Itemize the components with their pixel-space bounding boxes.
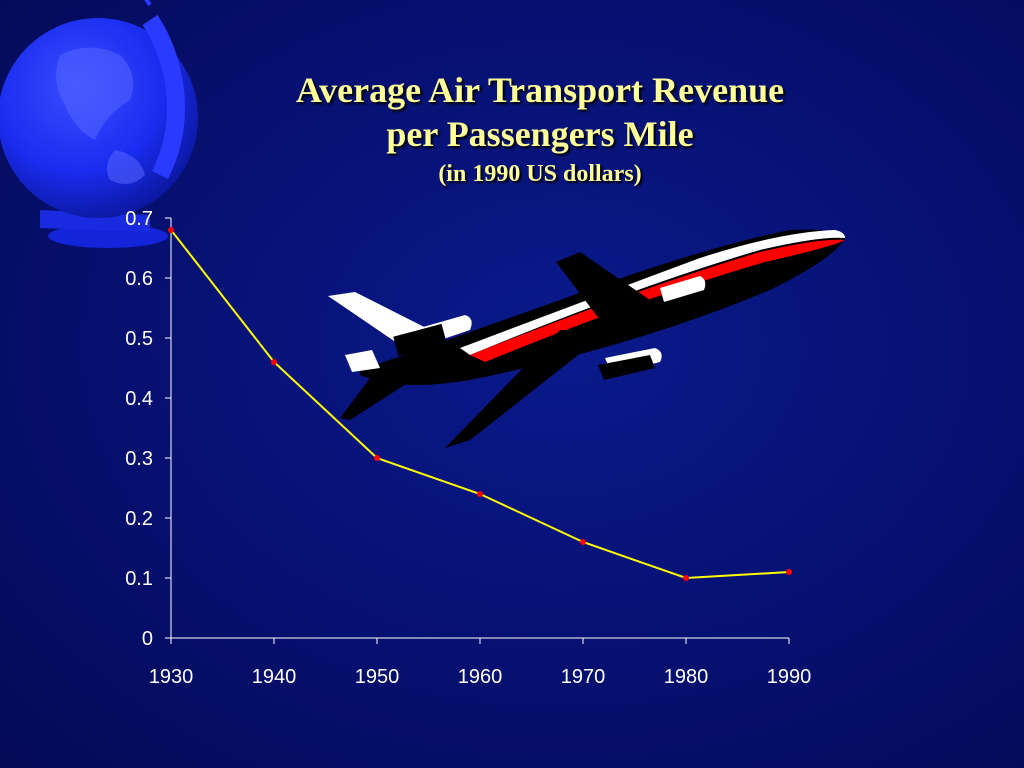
x-tick-label: 1950 xyxy=(355,666,400,688)
y-tick-label: 0.6 xyxy=(125,268,153,290)
data-point xyxy=(683,575,689,581)
series-line xyxy=(170,229,790,580)
chart-subtitle: (in 1990 US dollars) xyxy=(438,161,642,187)
y-tick-label: 0 xyxy=(142,628,153,650)
y-tick-label: 0.5 xyxy=(125,328,153,350)
x-tick-label: 1960 xyxy=(458,666,503,688)
airplane-icon xyxy=(328,229,845,448)
x-axis: 1930 1940 1950 1960 1970 1980 1990 xyxy=(149,637,812,688)
x-tick-label: 1930 xyxy=(149,666,194,688)
globe-icon xyxy=(0,0,198,248)
y-tick-label: 0.3 xyxy=(125,448,153,470)
x-tick-label: 1940 xyxy=(252,666,297,688)
x-tick-label: 1990 xyxy=(767,666,812,688)
data-point xyxy=(786,569,792,575)
chart-title-line2: per Passengers Mile xyxy=(386,114,694,154)
y-tick-label: 0.4 xyxy=(125,388,153,410)
y-tick-label: 0.7 xyxy=(125,208,153,230)
y-tick-label: 0.1 xyxy=(125,568,153,590)
data-point xyxy=(477,491,483,497)
y-tick-label: 0.2 xyxy=(125,508,153,530)
data-point xyxy=(168,227,174,233)
data-point xyxy=(271,359,277,365)
y-axis: 0 0.1 0.2 0.3 0.4 0.5 0.6 0.7 xyxy=(125,208,172,650)
x-tick-label: 1980 xyxy=(664,666,709,688)
x-tick-label: 1970 xyxy=(561,666,606,688)
chart-title: Average Air Transport Revenue xyxy=(295,70,785,110)
data-point xyxy=(374,455,380,461)
data-point xyxy=(580,539,586,545)
series-layer xyxy=(168,227,792,581)
chart-title-block: Average Air Transport Revenue per Passen… xyxy=(170,68,910,190)
